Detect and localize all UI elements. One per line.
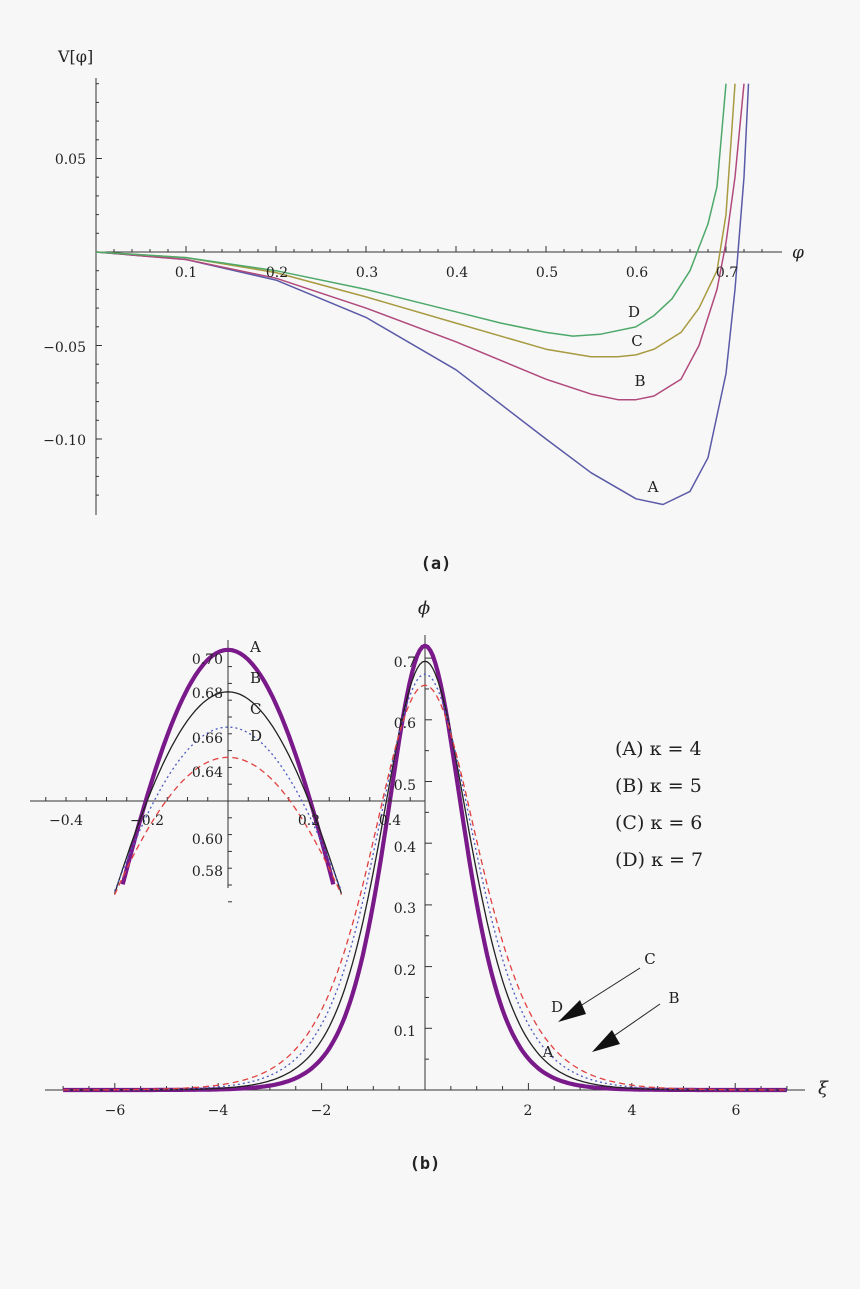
- a-series-C: [95, 83, 736, 358]
- a-curve-label-D: D: [628, 303, 640, 321]
- inset-xtick-label-m0.2: −0.2: [130, 813, 164, 829]
- b-ytick-label-0.7: 0.7: [394, 655, 416, 671]
- inset-ytick-label-0.68: 0.68: [192, 686, 223, 702]
- arrow-C-line: [573, 967, 641, 1011]
- panel-a-curves: [95, 83, 750, 506]
- a-xtick-label-0.7: 0.7: [716, 265, 738, 281]
- inset: −0.4 −0.2 0.2 0.4 0.70 0.68 0.66 0.64 0.…: [30, 638, 425, 903]
- inset-label-B: B: [250, 669, 261, 687]
- b-xtick-label-6: 6: [732, 1103, 741, 1119]
- a-series-B: [95, 83, 745, 401]
- arrow-B-head: [592, 1030, 620, 1052]
- a-ytick-label-m0.05: −0.05: [43, 340, 86, 356]
- arrow-label-C: C: [644, 950, 655, 968]
- b-ytick-label-0.4: 0.4: [394, 840, 416, 856]
- a-ytick-label-m0.10: −0.10: [43, 433, 86, 449]
- legend-entry-D: (D) κ = 7: [615, 849, 703, 871]
- b-ytick-label-0.2: 0.2: [394, 963, 416, 979]
- a-curve-label-A: A: [647, 478, 659, 496]
- arrow-B-line: [607, 1003, 661, 1041]
- panel-b-annotations: C B D A: [542, 950, 680, 1061]
- inset-ytick-label-0.64: 0.64: [192, 765, 223, 781]
- legend-entry-A: (A) κ = 4: [615, 738, 702, 760]
- inset-series-B: [113, 691, 343, 894]
- panel-b-legend: (A) κ = 4 (B) κ = 5 (C) κ = 6 (D) κ = 7: [615, 738, 703, 871]
- b-xtick-label-m4: −4: [208, 1103, 229, 1119]
- legend-entry-B: (B) κ = 5: [615, 775, 702, 797]
- inset-series-D: [114, 756, 342, 895]
- arrow-C-head: [558, 1000, 586, 1022]
- a-xtick-label-0.5: 0.5: [536, 265, 558, 281]
- a-xtick-label-0.6: 0.6: [626, 265, 648, 281]
- panel-a-ticks: [96, 83, 763, 496]
- inset-xtick-label-m0.4: −0.4: [49, 813, 83, 829]
- inset-curves: [113, 647, 343, 895]
- b-ytick-label-0.3: 0.3: [394, 901, 416, 917]
- inset-series-C: [113, 726, 343, 892]
- inset-ytick-label-0.60: 0.60: [192, 832, 223, 848]
- panel-b-curves: [63, 643, 787, 1093]
- b-series-C: [63, 673, 787, 1091]
- inset-xtick-label-0.4: 0.4: [379, 813, 401, 829]
- a-xtick-label-0.2: 0.2: [266, 265, 288, 281]
- inset-label-C: C: [250, 700, 261, 718]
- a-ytick-label-0.05: 0.05: [55, 152, 86, 168]
- a-curve-label-B: B: [634, 372, 645, 390]
- b-series-D: [63, 684, 787, 1091]
- inset-xtick-label-0.2: 0.2: [298, 813, 320, 829]
- b-ytick-label-0.1: 0.1: [394, 1024, 416, 1040]
- a-xtick-label-0.3: 0.3: [356, 265, 378, 281]
- caption-a: (a): [421, 554, 452, 574]
- b-ytick-label-0.5: 0.5: [394, 778, 416, 794]
- a-xtick-label-0.1: 0.1: [175, 265, 197, 281]
- a-xtick-label-0.4: 0.4: [446, 265, 468, 281]
- inset-ytick-label-0.58: 0.58: [192, 864, 223, 880]
- arrow-label-B: B: [668, 989, 679, 1007]
- panel-a: V[φ] φ 0.1 0.2 0.3 0.4 0.5 0.6 0.7 0.05 …: [43, 47, 804, 515]
- inset-label-A: A: [249, 638, 261, 656]
- b-xtick-label-m2: −2: [311, 1103, 332, 1119]
- panel-b-y-label: ϕ: [418, 598, 430, 619]
- caption-b: (b): [410, 1154, 441, 1174]
- inset-ytick-label-0.66: 0.66: [192, 731, 223, 747]
- b-ytick-label-0.6: 0.6: [394, 716, 416, 732]
- panel-b: ϕ ξ −6 −4 −2 2 4 6 0.1 0.2 0.3 0.4 0.5 0…: [30, 598, 829, 1119]
- inset-label-D: D: [250, 727, 262, 745]
- a-series-D: [95, 83, 727, 337]
- panel-a-x-label: φ: [792, 243, 804, 263]
- b-xtick-label-m6: −6: [105, 1103, 126, 1119]
- b-xtick-label-2: 2: [524, 1103, 533, 1119]
- a-series-A: [95, 83, 750, 506]
- curve-label-D: D: [551, 998, 563, 1016]
- curve-label-A: A: [542, 1043, 554, 1061]
- inset-ytick-label-0.70: 0.70: [192, 652, 223, 668]
- a-curve-label-C: C: [631, 332, 642, 350]
- legend-entry-C: (C) κ = 6: [615, 812, 702, 834]
- inset-series-A: [120, 647, 336, 885]
- b-xtick-label-4: 4: [628, 1103, 637, 1119]
- panel-a-y-label: V[φ]: [57, 47, 93, 66]
- panel-b-x-label: ξ: [818, 1078, 829, 1099]
